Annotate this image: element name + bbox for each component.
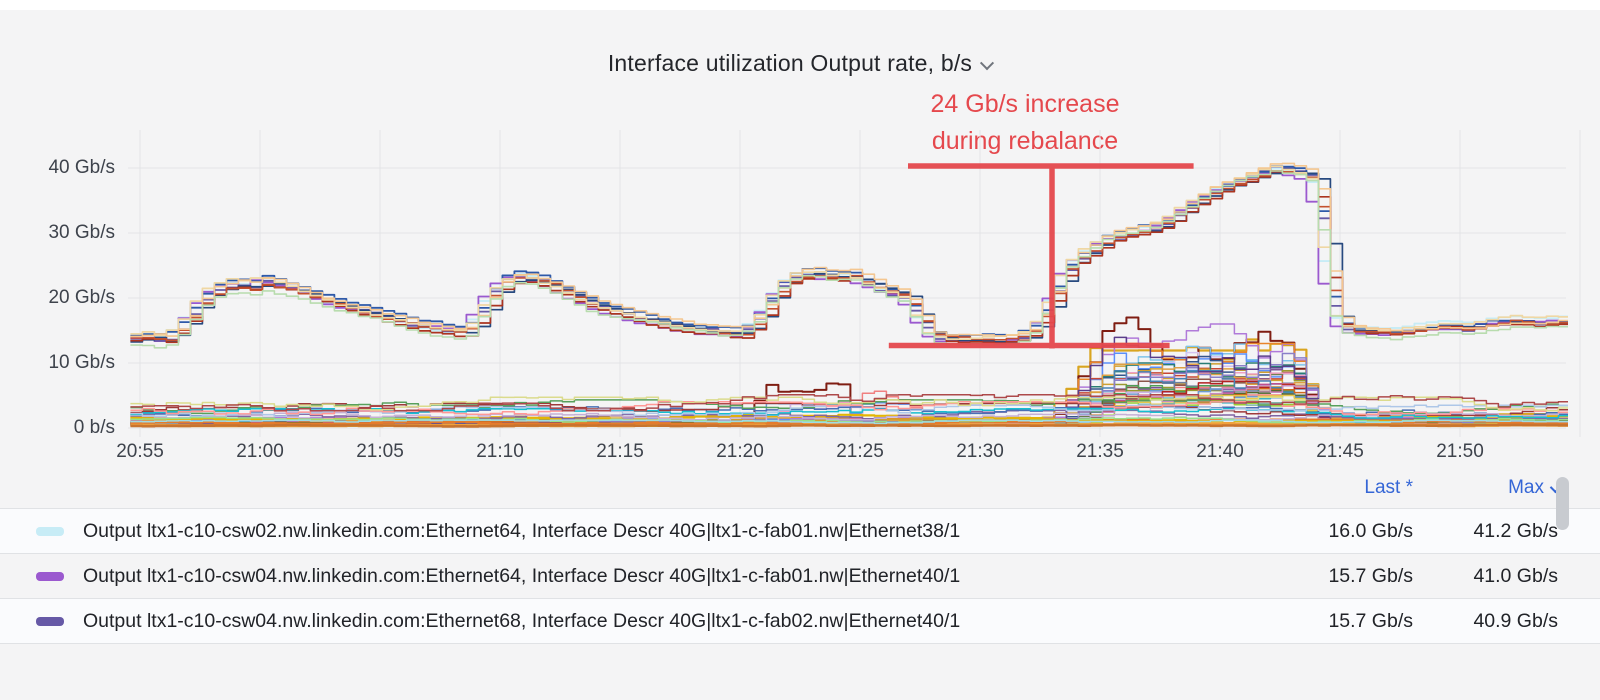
legend-scrollbar[interactable] <box>1556 477 1569 530</box>
x-axis-label: 21:05 <box>356 441 404 462</box>
series-label[interactable]: Output ltx1-c10-csw02.nw.linkedin.com:Et… <box>83 519 961 542</box>
legend-row[interactable]: Output ltx1-c10-csw04.nw.linkedin.com:Et… <box>0 553 1600 598</box>
band-series <box>130 316 1568 428</box>
legend-header: Last * Max <box>0 468 1600 508</box>
y-axis-label: 20 Gb/s <box>48 287 115 308</box>
series-label[interactable]: Output ltx1-c10-csw04.nw.linkedin.com:Et… <box>83 564 961 587</box>
x-axis-label: 21:35 <box>1076 441 1124 462</box>
panel-header: Interface utilization Output rate, b/s <box>0 50 1600 77</box>
series-line <box>130 168 1568 344</box>
series-line <box>130 393 1568 412</box>
series-label[interactable]: Output ltx1-c10-csw04.nw.linkedin.com:Et… <box>83 609 961 632</box>
x-axis-label: 21:40 <box>1196 441 1244 462</box>
annotation-line-1: 24 Gb/s increase <box>930 90 1120 118</box>
max-value: 40.9 Gb/s <box>1473 609 1558 632</box>
series-line <box>130 423 1568 428</box>
max-value: 41.2 Gb/s <box>1473 519 1558 542</box>
y-axis-label: 40 Gb/s <box>48 157 115 178</box>
grid <box>128 130 1581 437</box>
x-axis-label: 21:20 <box>716 441 764 462</box>
max-value: 41.0 Gb/s <box>1473 564 1558 587</box>
x-axis-label: 21:25 <box>836 441 884 462</box>
series-color-swatch[interactable] <box>36 571 64 581</box>
x-axis-label: 21:45 <box>1316 441 1364 462</box>
series-line <box>130 170 1568 349</box>
legend-header-last[interactable]: Last * <box>1364 477 1413 498</box>
y-axis-label: 30 Gb/s <box>48 222 115 243</box>
legend-rows: Output ltx1-c10-csw02.nw.linkedin.com:Et… <box>0 508 1600 644</box>
series-line <box>130 162 1568 338</box>
last-value: 15.7 Gb/s <box>1328 564 1413 587</box>
series-line <box>130 419 1568 425</box>
series-line <box>130 400 1568 416</box>
top-bar <box>0 0 1600 10</box>
x-axis-label: 21:30 <box>956 441 1004 462</box>
x-axis-label: 21:00 <box>236 441 284 462</box>
series-line <box>130 170 1568 342</box>
series-color-swatch[interactable] <box>36 526 64 536</box>
series-line <box>130 411 1568 421</box>
legend-header-max[interactable]: Max <box>1413 477 1562 499</box>
last-value: 16.0 Gb/s <box>1328 519 1413 542</box>
legend-row[interactable]: Output ltx1-c10-csw04.nw.linkedin.com:Et… <box>0 598 1600 644</box>
x-axis-label: 20:55 <box>116 441 164 462</box>
x-axis-label: 21:10 <box>476 441 524 462</box>
series-line <box>130 172 1568 344</box>
x-axis-label: 21:50 <box>1436 441 1484 462</box>
series-line <box>130 399 1568 415</box>
legend: Last * Max Output ltx1-c10-csw02.nw.link… <box>0 468 1600 644</box>
annotation-bracket <box>888 163 1194 349</box>
panel-title[interactable]: Interface utilization Output rate, b/s <box>607 50 973 76</box>
y-axis-label: 10 Gb/s <box>48 352 115 373</box>
last-value: 15.7 Gb/s <box>1328 609 1413 632</box>
annotation-text: 24 Gb/s increase during rebalance <box>884 86 1166 160</box>
series-line <box>130 167 1568 342</box>
y-axis-label: 0 b/s <box>73 417 115 438</box>
series-color-swatch[interactable] <box>36 616 64 626</box>
legend-row[interactable]: Output ltx1-c10-csw02.nw.linkedin.com:Et… <box>0 508 1600 553</box>
x-axis-label: 21:15 <box>596 441 644 462</box>
series-line <box>130 165 1568 344</box>
annotation-line-2: during rebalance <box>931 127 1119 155</box>
cluster-series <box>130 162 1568 349</box>
series-line <box>130 170 1568 344</box>
